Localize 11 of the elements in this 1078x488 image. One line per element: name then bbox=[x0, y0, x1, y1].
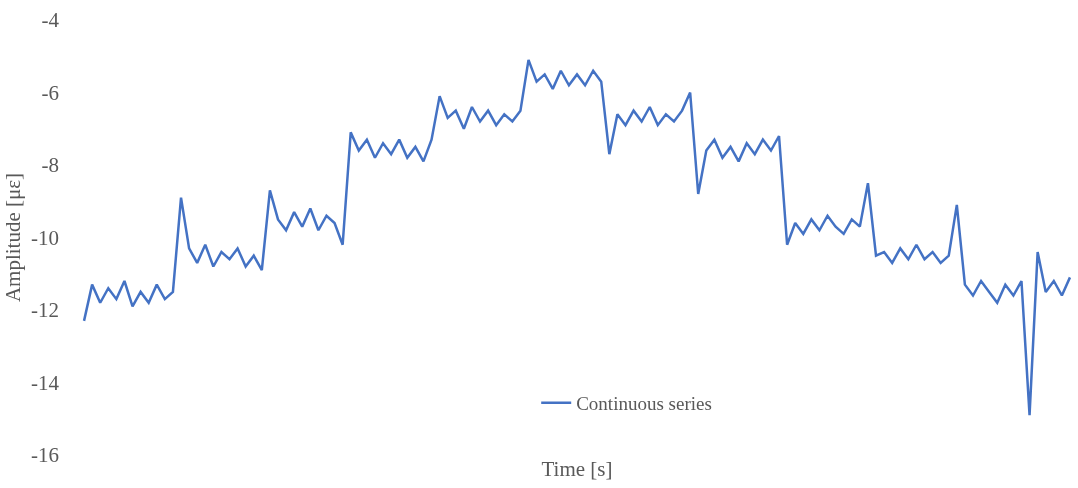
legend-label: Continuous series bbox=[576, 393, 712, 415]
y-tick-label: -6 bbox=[41, 80, 59, 105]
x-axis-title: Time [s] bbox=[541, 457, 613, 482]
y-tick-label: -10 bbox=[31, 225, 59, 250]
y-tick-label: -4 bbox=[41, 8, 60, 33]
y-axis-title: Amplitude [με] bbox=[1, 172, 26, 303]
y-tick-label: -14 bbox=[31, 370, 60, 395]
y-tick-label: -16 bbox=[31, 443, 59, 468]
y-tick-label: -12 bbox=[31, 298, 59, 323]
y-tick-label: -8 bbox=[41, 153, 59, 178]
line-series bbox=[82, 58, 1072, 417]
